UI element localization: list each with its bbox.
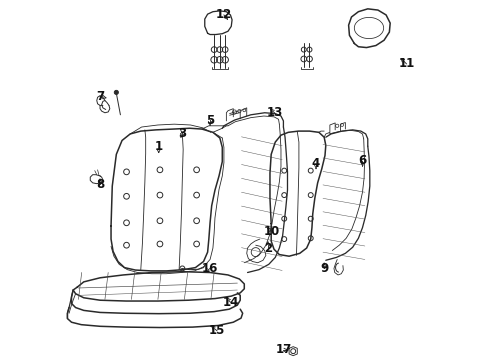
Text: 12: 12 xyxy=(215,8,232,22)
Text: 3: 3 xyxy=(178,127,186,140)
Text: 11: 11 xyxy=(398,57,414,70)
Text: 8: 8 xyxy=(96,177,104,190)
Text: 13: 13 xyxy=(266,106,282,119)
Text: 15: 15 xyxy=(208,324,224,337)
Text: 5: 5 xyxy=(205,114,214,127)
Text: 9: 9 xyxy=(319,262,327,275)
Text: 17: 17 xyxy=(275,343,291,356)
Circle shape xyxy=(114,90,118,94)
Text: 7: 7 xyxy=(96,90,104,103)
Text: 10: 10 xyxy=(264,225,280,238)
Text: 1: 1 xyxy=(154,140,163,153)
Text: 4: 4 xyxy=(311,157,320,170)
Text: 2: 2 xyxy=(264,242,271,255)
Text: 6: 6 xyxy=(358,154,366,167)
Text: 14: 14 xyxy=(222,296,238,309)
Text: 16: 16 xyxy=(202,262,218,275)
